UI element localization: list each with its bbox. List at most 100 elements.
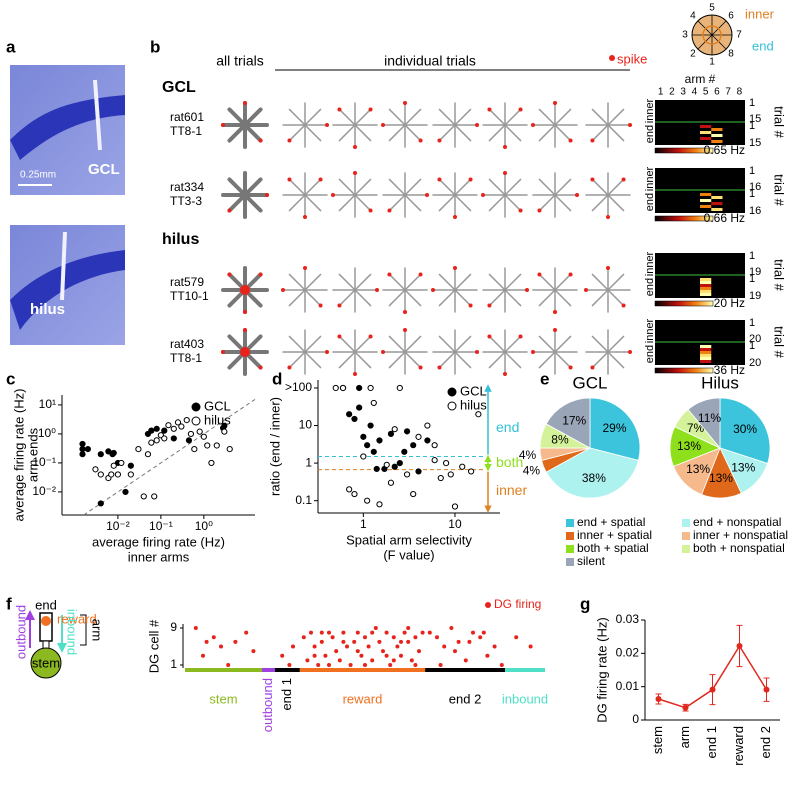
colorbar-label: 0.66 Hz xyxy=(704,211,745,225)
legend-swatch xyxy=(682,545,690,553)
maze-arm xyxy=(488,108,506,126)
maze-arm xyxy=(538,108,556,126)
spike-dot xyxy=(287,177,292,182)
region-label: GCL xyxy=(88,161,120,178)
panel-label: c xyxy=(6,369,15,388)
point xyxy=(183,416,190,424)
slice-label: 13% xyxy=(686,462,710,476)
spike xyxy=(399,639,403,644)
spike-dot xyxy=(575,193,579,197)
point xyxy=(364,497,371,504)
spike-cluster xyxy=(240,347,250,357)
panel-label: f xyxy=(6,594,12,613)
spike-dot xyxy=(487,334,492,339)
maze-arm xyxy=(711,34,727,50)
spike xyxy=(319,630,324,635)
point xyxy=(373,465,380,473)
maze-arm xyxy=(338,335,356,353)
heatmap-cell xyxy=(711,202,723,205)
legend-label: both + nonspatial xyxy=(693,541,785,555)
spike-dot xyxy=(221,350,225,354)
maze-arm xyxy=(488,273,506,291)
axis-title: trial # xyxy=(772,106,787,139)
point xyxy=(114,471,122,478)
y-axis-title: DG firing rate (Hz) xyxy=(594,617,609,722)
spike-dot xyxy=(425,193,429,197)
heatmap-cell xyxy=(700,205,712,208)
spike xyxy=(438,663,443,667)
maze-arm xyxy=(354,108,372,126)
trial-tick: 15 xyxy=(749,137,761,149)
x-tick-label: stem xyxy=(650,726,665,754)
point xyxy=(213,442,220,449)
maze-arm xyxy=(607,194,625,212)
maze-arm xyxy=(354,289,372,307)
spike xyxy=(478,635,483,640)
maze-arm xyxy=(338,289,356,307)
spike xyxy=(413,635,418,640)
point xyxy=(383,461,390,468)
y-tick-label: 1 xyxy=(170,657,177,671)
heatmap-cell xyxy=(700,360,712,363)
maze-arm xyxy=(697,34,713,50)
spike xyxy=(355,649,360,654)
maze-arm xyxy=(504,178,522,196)
y-tick-label: 10⁰ xyxy=(38,426,56,440)
diagram-label: arm xyxy=(90,619,105,641)
maze-arm xyxy=(438,273,456,291)
column-header: individual trials xyxy=(384,53,476,69)
maze-arm xyxy=(538,178,556,196)
pie-slice xyxy=(589,397,641,461)
maze-arm xyxy=(338,178,356,196)
rat-label: rat579 xyxy=(170,275,204,289)
point xyxy=(105,448,112,455)
maze-arm xyxy=(338,124,356,142)
spike-dot xyxy=(437,365,442,370)
spike xyxy=(301,635,306,640)
heatmap-cell xyxy=(700,345,712,348)
heatmap-cell xyxy=(700,351,712,354)
maze-arm xyxy=(454,273,472,291)
maze-arm xyxy=(554,178,572,196)
x-tick-label: 10 xyxy=(448,517,462,531)
spike-cluster xyxy=(240,285,250,295)
point xyxy=(346,411,353,418)
x-axis-title: (F value) xyxy=(383,547,434,562)
y-axis-title: arm ends xyxy=(25,427,40,482)
maze-arm xyxy=(554,289,572,307)
spike-dot xyxy=(287,138,292,143)
spike xyxy=(323,653,328,658)
maze-arm xyxy=(304,178,322,196)
arm-number: 7 xyxy=(725,87,731,98)
point xyxy=(468,468,475,475)
spike-dot xyxy=(403,101,407,105)
point xyxy=(351,415,358,423)
spike-dot xyxy=(337,303,342,308)
maze-arm xyxy=(591,273,609,291)
tetrode-label: TT8-1 xyxy=(170,351,202,365)
arm-number: 4 xyxy=(692,87,698,98)
legend-swatch xyxy=(566,545,574,553)
diagram-label: stem xyxy=(32,655,60,670)
point xyxy=(401,448,408,455)
maze-arm xyxy=(388,289,406,307)
spike xyxy=(363,663,367,667)
point xyxy=(221,428,228,435)
point xyxy=(447,471,454,478)
arm-bracket xyxy=(80,614,87,646)
maze-arm xyxy=(243,177,263,197)
point xyxy=(187,430,195,438)
spike-dot xyxy=(487,107,492,112)
spike-dot xyxy=(568,272,573,277)
y-tick-label: 0 xyxy=(632,712,639,726)
trial-tick: 15 xyxy=(749,113,761,125)
point xyxy=(367,384,374,392)
point xyxy=(451,503,459,510)
reward-dot xyxy=(41,616,51,626)
tetrode-track xyxy=(60,231,67,301)
legend-swatch xyxy=(682,532,690,540)
maze-arm xyxy=(304,273,322,291)
spike-dot xyxy=(387,208,392,213)
colorbar xyxy=(654,215,714,222)
legend-label: inner + spatial xyxy=(577,528,652,542)
